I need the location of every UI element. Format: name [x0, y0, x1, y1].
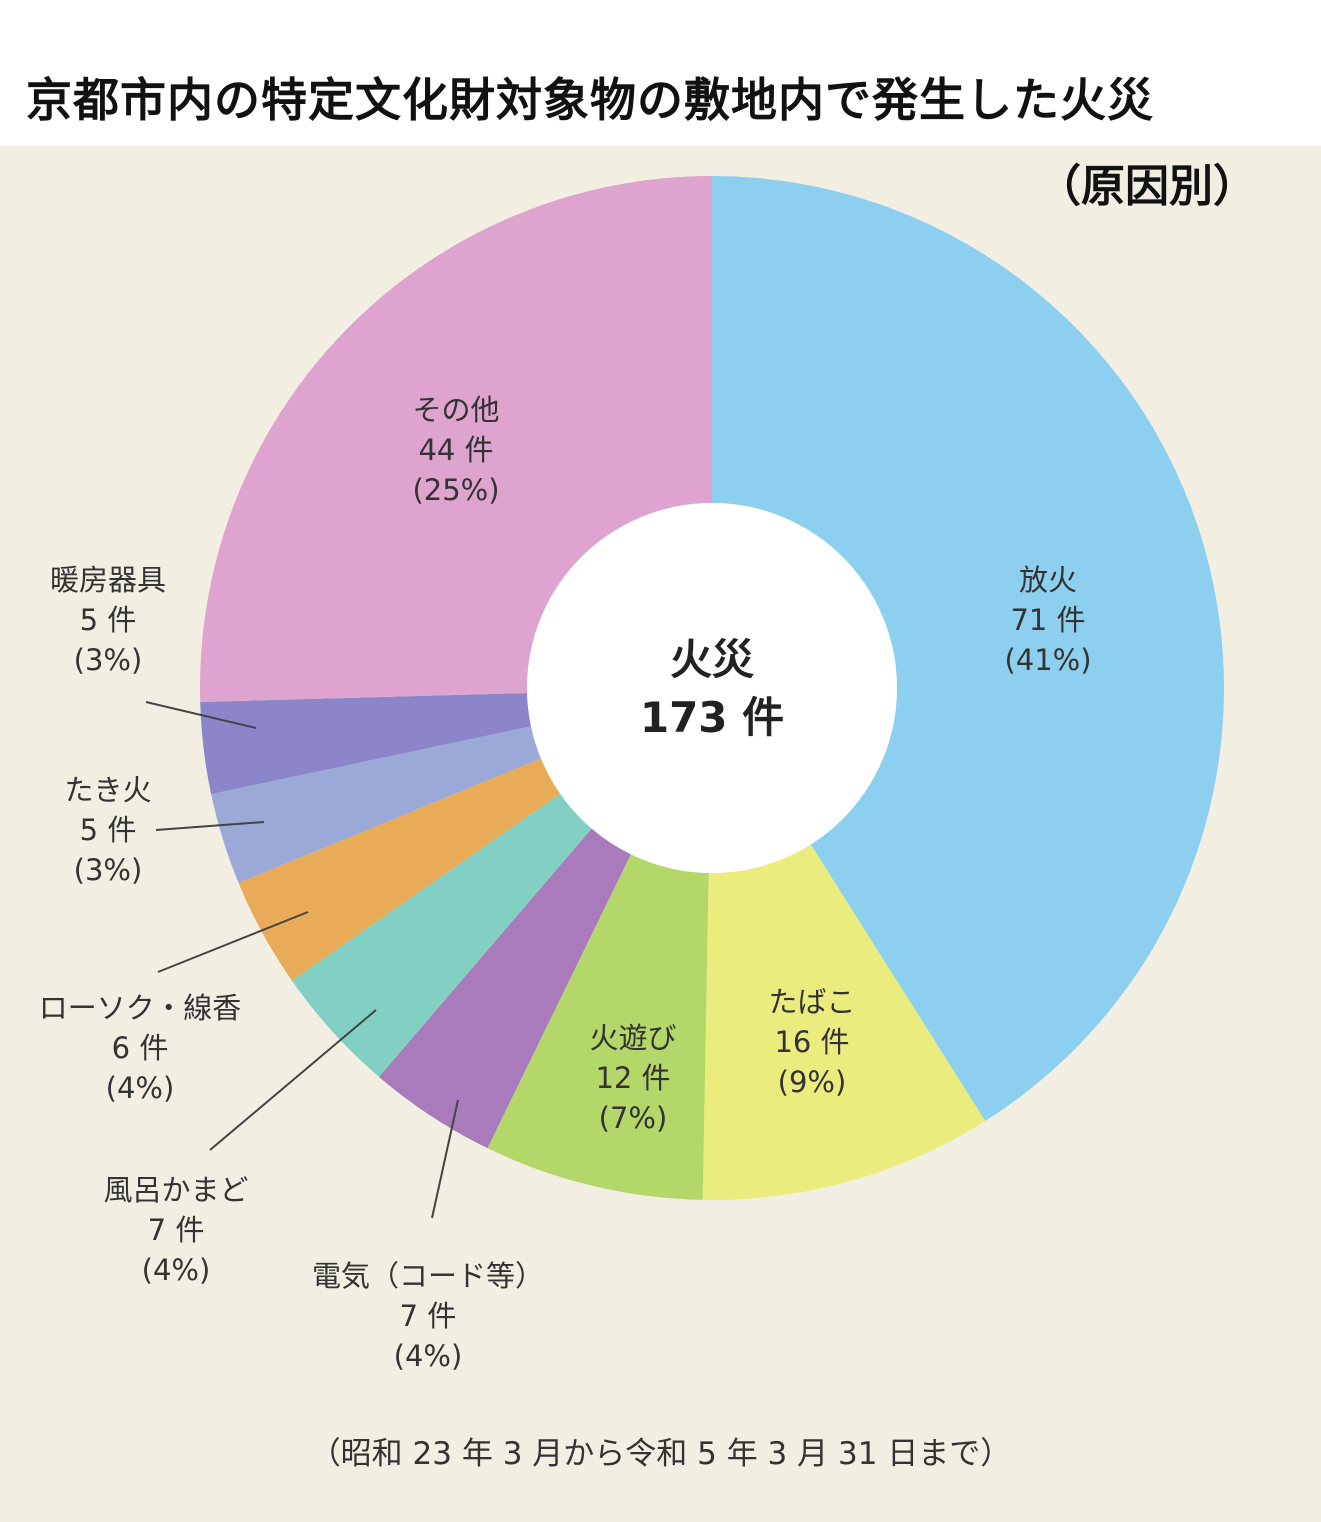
slice-label-pct-2: (7%): [599, 1101, 668, 1135]
slice-label-count-3: 7 件: [400, 1299, 457, 1333]
slice-label-name-6: たき火: [64, 773, 151, 807]
slice-label-count-2: 12 件: [595, 1061, 670, 1095]
slice-label-pct-7: (3%): [74, 643, 143, 677]
slice-3: [378, 828, 631, 1149]
chart-title: 京都市内の特定文化財対象物の敷地内で発生した火災: [26, 73, 1154, 127]
slice-label-count-6: 5 件: [80, 813, 137, 847]
slice-label-name-0: 放火: [1019, 563, 1077, 597]
slice-label-count-0: 71 件: [1010, 603, 1085, 637]
slice-4: [291, 793, 592, 1077]
slice-label-name-8: その他: [412, 393, 499, 427]
slice-label-pct-4: (4%): [142, 1253, 211, 1287]
leader-line-7: [145, 701, 257, 729]
slice-label-count-7: 5 件: [80, 603, 137, 637]
slice-label-name-4: 風呂かまど: [103, 1173, 248, 1207]
leader-line-5: [157, 911, 309, 973]
slice-label-pct-8: (25%): [412, 473, 499, 507]
chart-subtitle: （原因別）: [1037, 161, 1257, 212]
leader-line-4: [209, 1009, 377, 1151]
slice-label-name-7: 暖房器具: [50, 563, 166, 597]
donut-hole: [527, 503, 897, 873]
slice-label-count-5: 6 件: [112, 1031, 169, 1065]
slice-label-pct-0: (41%): [1004, 643, 1091, 677]
title-band: [0, 0, 1321, 146]
slice-8: [200, 176, 712, 702]
slice-label-name-1: たばこ: [768, 985, 855, 1019]
slice-6: [211, 726, 541, 883]
slice-label-pct-6: (3%): [74, 853, 143, 887]
leader-line-3: [431, 1099, 459, 1219]
slice-0: [712, 176, 1224, 1121]
slice-label-pct-3: (4%): [394, 1339, 463, 1373]
slice-label-count-4: 7 件: [148, 1213, 205, 1247]
slice-label-pct-1: (9%): [778, 1065, 847, 1099]
slice-7: [200, 693, 532, 795]
slice-label-name-2: 火遊び: [589, 1021, 676, 1055]
slice-label-count-1: 16 件: [774, 1025, 849, 1059]
footnote: （昭和 23 年 3 月から令和 5 年 3 月 31 日まで）: [309, 1436, 1012, 1472]
slice-5: [238, 758, 561, 981]
center-label-line2: 173 件: [640, 693, 784, 742]
slice-label-name-3: 電気（コード等）: [312, 1259, 544, 1293]
leader-line-6: [155, 821, 265, 831]
slice-label-pct-5: (4%): [106, 1071, 175, 1105]
slice-label-name-5: ローソク・線香: [39, 991, 241, 1025]
center-label-line1: 火災: [670, 635, 754, 684]
slice-2: [487, 854, 709, 1200]
slice-label-count-8: 44 件: [418, 433, 493, 467]
slice-1: [702, 844, 986, 1200]
